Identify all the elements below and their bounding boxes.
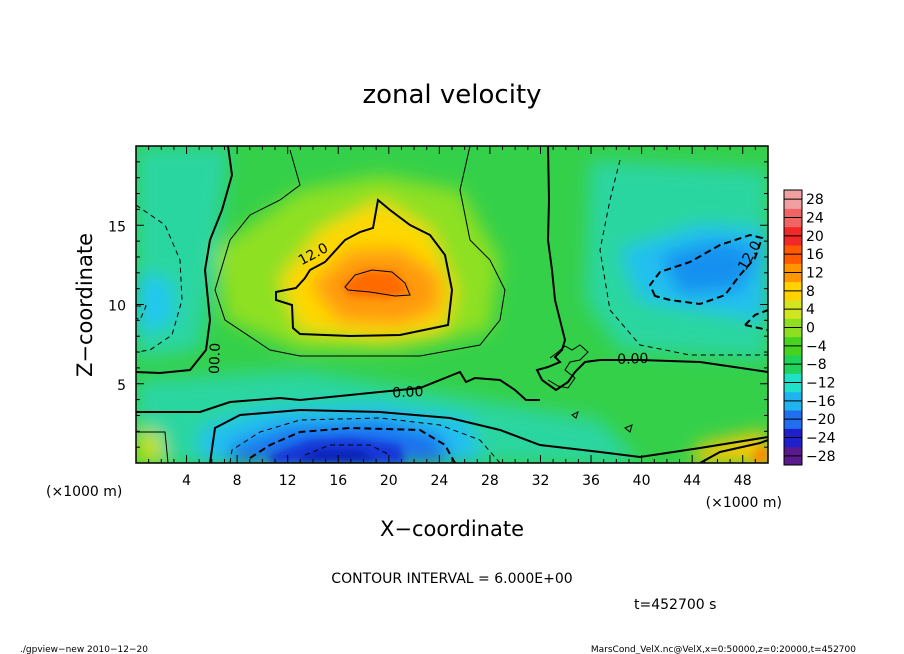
x-axis-label: X−coordinate	[380, 517, 524, 541]
x-tick-label: 32	[532, 473, 550, 489]
x-tick-label: 24	[430, 473, 448, 489]
colorbar-tick-label: 16	[806, 247, 824, 263]
contour-bottom-left	[136, 431, 169, 463]
contour-neg12-left	[136, 305, 147, 321]
contour-neg6-right	[599, 159, 768, 356]
colorbar-tick-label: −16	[806, 394, 836, 410]
contour-0-bottom	[136, 370, 768, 463]
colorbar-tick-label: −8	[806, 357, 827, 373]
x-unit-left: (×1000 m)	[46, 484, 122, 500]
contour-label: 0.00	[617, 351, 649, 368]
color-field-core	[270, 270, 768, 463]
footer-left: ./gpview−new 2010−12−20	[20, 645, 148, 654]
x-tick-label: 8	[233, 473, 242, 489]
contour-12	[275, 198, 454, 338]
contour-label: 0.00	[392, 384, 424, 402]
contour-neg18-bottom	[304, 444, 391, 456]
contour-0-wiggles	[547, 344, 633, 433]
chart-title: zonal velocity	[362, 80, 541, 110]
y-tick-label: 10	[108, 299, 126, 315]
contour-0-center	[535, 146, 768, 392]
colorbar-tick-label: 4	[806, 302, 815, 318]
colorbar-tick-label: 20	[806, 229, 824, 245]
colorbar-tick-label: −20	[806, 412, 836, 428]
contour-bottom-right	[699, 439, 768, 463]
colorbar-tick-label: 24	[806, 211, 824, 227]
x-tick-label: 44	[683, 473, 701, 489]
x-tick-label: 36	[582, 473, 600, 489]
time-label: t=452700 s	[634, 597, 716, 613]
y-tick-label: 5	[117, 378, 126, 394]
contour-neg6-bottom	[229, 417, 501, 463]
colorbar-tick-label: −28	[806, 449, 836, 465]
contour-18	[344, 269, 411, 297]
contour-interval: CONTOUR INTERVAL = 6.000E+00	[331, 571, 572, 587]
contour-neg12-right	[648, 233, 768, 331]
colorbar-tick-label: −12	[806, 376, 836, 392]
contour-label: 00.0	[207, 343, 224, 375]
contour-neg12-bottom	[249, 426, 456, 463]
x-tick-label: 20	[380, 473, 398, 489]
colorbar-tick-label: 8	[806, 284, 815, 300]
colorbar-tick-label: 28	[806, 192, 824, 208]
y-axis-label: Z−coordinate	[73, 233, 97, 377]
x-tick-label: 4	[182, 473, 191, 489]
colorbar: 28 24 20 16 12 8 4 0 −4 −8 −12 −16 −20 −24 −28	[783, 189, 836, 466]
x-unit-right: (×1000 m)	[706, 495, 782, 511]
colorbar-tick-label: −24	[806, 431, 836, 447]
x-tick-label: 40	[633, 473, 651, 489]
x-tick-label: 16	[329, 473, 347, 489]
colorbar-tick-label: 0	[806, 321, 815, 337]
y-tick-label: 15	[108, 219, 126, 235]
footer-right: MarsCond_VelX.nc@VelX,x=0:50000,z=0:2000…	[591, 645, 856, 654]
contour-6	[214, 146, 506, 357]
contours	[136, 146, 768, 463]
x-tick-label: 28	[481, 473, 499, 489]
x-tick-label: 12	[279, 473, 297, 489]
colorbar-tick-label: 12	[806, 266, 824, 282]
x-tick-label: 48	[734, 473, 752, 489]
contour-0-left	[136, 146, 234, 375]
colorbar-tick-label: −4	[806, 339, 827, 355]
